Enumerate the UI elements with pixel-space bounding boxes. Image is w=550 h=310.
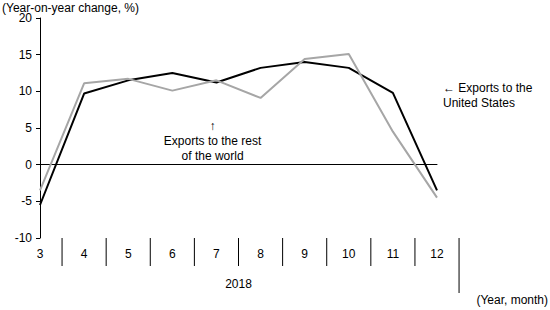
svg-text:6: 6 — [169, 247, 176, 261]
svg-text:2018: 2018 — [225, 277, 252, 291]
svg-text:3: 3 — [37, 247, 44, 261]
svg-text:(Year-on-year change, %): (Year-on-year change, %) — [2, 1, 139, 15]
svg-text:20: 20 — [19, 11, 33, 25]
svg-text:Exports to the rest: Exports to the rest — [164, 134, 262, 148]
svg-text:(Year, month): (Year, month) — [476, 293, 548, 307]
svg-text:5: 5 — [125, 247, 132, 261]
svg-text:5: 5 — [25, 121, 32, 135]
svg-text:8: 8 — [257, 247, 264, 261]
svg-text:10: 10 — [19, 84, 33, 98]
svg-text:↑: ↑ — [210, 119, 216, 133]
svg-text:11: 11 — [387, 247, 400, 261]
svg-text:12: 12 — [430, 247, 444, 261]
svg-text:0: 0 — [25, 158, 32, 172]
svg-text:4: 4 — [81, 247, 88, 261]
svg-text:of the world: of the world — [182, 149, 244, 163]
svg-text:9: 9 — [301, 247, 308, 261]
svg-text:7: 7 — [213, 247, 220, 261]
svg-text:-5: -5 — [21, 194, 32, 208]
svg-text:-10: -10 — [15, 231, 33, 245]
svg-text:← Exports to the: ← Exports to the — [443, 81, 533, 95]
svg-text:10: 10 — [342, 247, 356, 261]
svg-text:15: 15 — [19, 48, 33, 62]
svg-text:United States: United States — [443, 96, 515, 110]
